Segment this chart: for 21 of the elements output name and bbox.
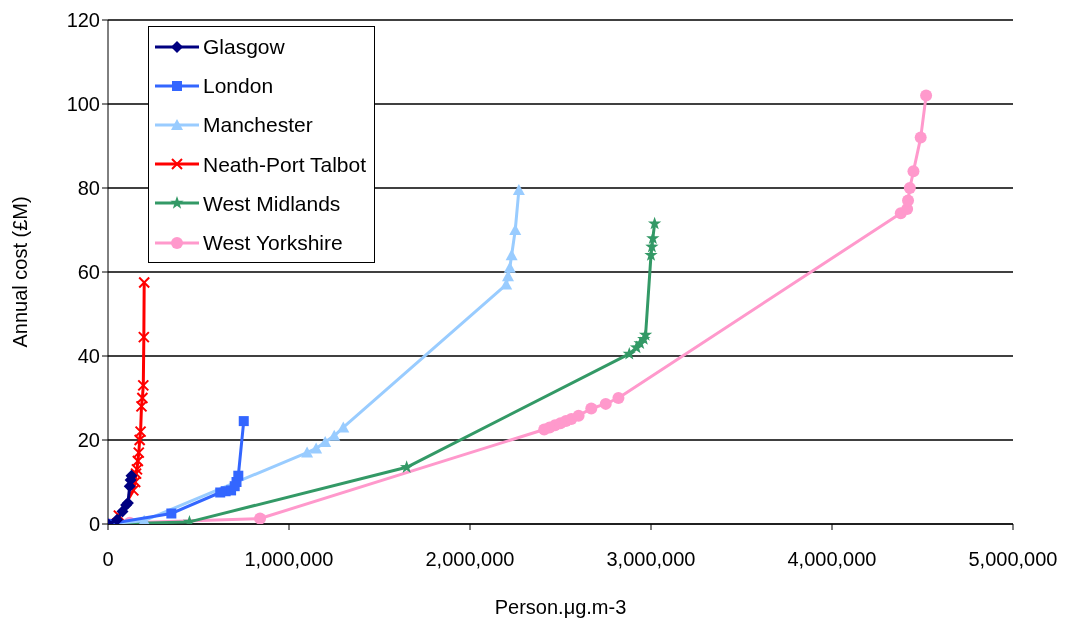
- x-tick-label: 0: [102, 548, 114, 571]
- legend-label: West Midlands: [203, 191, 341, 215]
- legend-label: Neath-Port Talbot: [203, 152, 367, 176]
- x-tick-label: 4,000,000: [787, 548, 877, 571]
- x-tick-label: 2,000,000: [425, 548, 515, 571]
- y-tick-label: 0: [88, 513, 100, 536]
- legend-label: Manchester: [203, 113, 313, 137]
- legend-label: London: [203, 74, 274, 98]
- y-tick-label: 40: [77, 345, 100, 368]
- x-tick-label: 3,000,000: [606, 548, 696, 571]
- legend-label: Glasgow: [203, 35, 285, 59]
- x-tick-label: 1,000,000: [244, 548, 334, 571]
- y-tick-label: 100: [66, 93, 100, 116]
- y-axis-title: Annual cost (£M): [9, 196, 32, 348]
- x-tick-label: 5,000,000: [968, 548, 1058, 571]
- x-axis-title: Person.μg.m-3: [494, 596, 627, 618]
- y-tick-label: 20: [77, 429, 100, 452]
- y-tick-label: 80: [77, 177, 100, 200]
- y-tick-label: 120: [66, 9, 100, 32]
- y-tick-label: 60: [77, 261, 100, 284]
- legend-label: West Yorkshire: [203, 231, 343, 255]
